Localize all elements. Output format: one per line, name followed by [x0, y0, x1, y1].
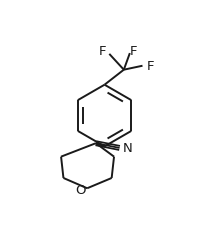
Text: O: O: [75, 184, 85, 198]
Text: F: F: [146, 60, 154, 73]
Text: F: F: [99, 45, 107, 58]
Text: N: N: [122, 142, 132, 155]
Text: F: F: [130, 45, 137, 58]
